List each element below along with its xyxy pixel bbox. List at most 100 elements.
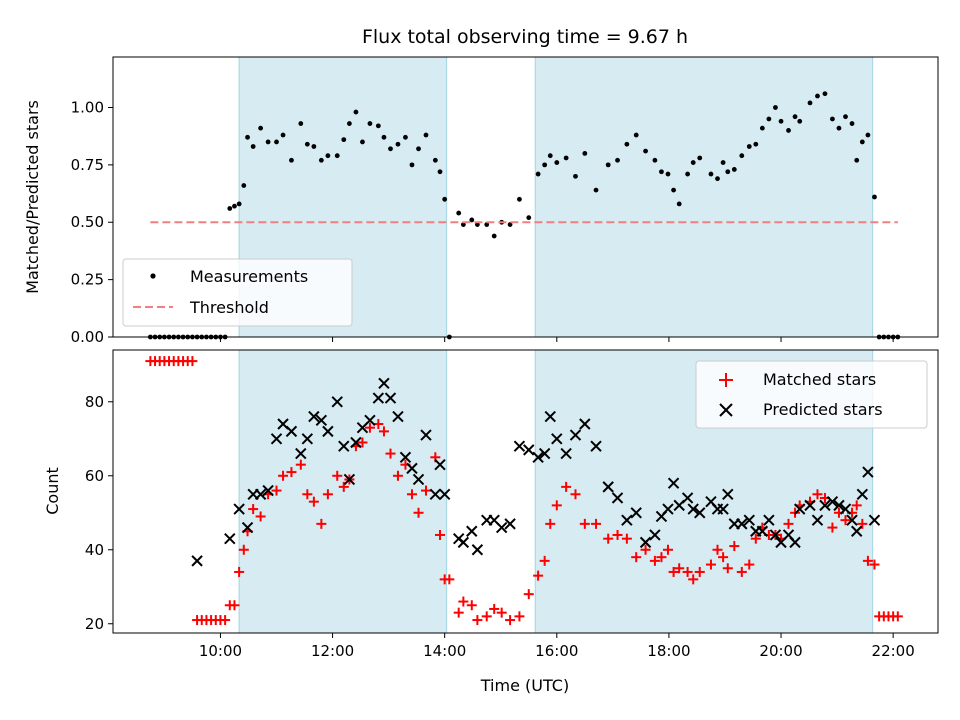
measurement-point bbox=[507, 222, 513, 227]
measurement-point bbox=[236, 201, 242, 207]
predicted-point bbox=[826, 495, 839, 508]
count-legend-box bbox=[695, 360, 928, 429]
predicted-point-b bbox=[262, 484, 274, 497]
matched-point bbox=[591, 518, 602, 529]
predicted-point-b bbox=[833, 499, 845, 512]
predicted-point-b bbox=[856, 488, 869, 500]
matched-point bbox=[278, 470, 289, 481]
predicted-point-b bbox=[384, 392, 397, 404]
measurement-point bbox=[720, 160, 726, 165]
measurement-point bbox=[403, 134, 408, 140]
x-tick-label: 12:00 bbox=[311, 642, 354, 660]
matched-point bbox=[551, 500, 562, 511]
predicted-point-b bbox=[611, 492, 624, 504]
matched-point bbox=[862, 555, 873, 566]
matched-point bbox=[220, 615, 231, 626]
y-tick-label: 0.25 bbox=[71, 271, 104, 289]
predicted-point bbox=[856, 488, 869, 500]
matched-point bbox=[736, 566, 747, 577]
predicted-point bbox=[364, 414, 376, 426]
measurement-point bbox=[395, 141, 401, 147]
measurement-point bbox=[697, 155, 703, 161]
measurement-point bbox=[815, 93, 820, 99]
measurement-point bbox=[759, 125, 765, 131]
predicted-point-b bbox=[687, 503, 699, 515]
matched-point bbox=[357, 437, 368, 448]
predicted-point-b bbox=[301, 433, 314, 445]
measurement-point bbox=[766, 116, 772, 122]
predicted-point-b bbox=[471, 544, 484, 556]
predicted-point bbox=[544, 410, 556, 423]
matched-point bbox=[539, 555, 550, 566]
measurement-point bbox=[593, 187, 599, 193]
matched-point bbox=[579, 518, 590, 529]
predicted-point-b bbox=[649, 529, 661, 541]
matched-point bbox=[229, 600, 240, 611]
predicted-point bbox=[233, 503, 245, 515]
matched-point bbox=[840, 515, 851, 526]
predicted-point-b bbox=[434, 458, 446, 471]
measurement-point bbox=[792, 114, 798, 120]
measurement-point bbox=[708, 171, 714, 177]
predicted-point-b bbox=[412, 473, 425, 486]
matched-point bbox=[255, 511, 266, 522]
matched-point bbox=[561, 481, 572, 492]
measurement-point bbox=[822, 91, 828, 97]
matched-point bbox=[420, 485, 431, 496]
predicted-point bbox=[191, 555, 203, 567]
predicted-point-b bbox=[743, 514, 755, 526]
matched-point bbox=[453, 607, 464, 618]
matched-point bbox=[851, 500, 862, 511]
predicted-point-b bbox=[846, 514, 858, 526]
measurement-point bbox=[643, 148, 648, 154]
predicted-point-b bbox=[364, 414, 376, 426]
matched-point bbox=[682, 566, 693, 577]
predicted-point-b bbox=[392, 410, 404, 423]
predicted-point bbox=[429, 488, 442, 500]
predicted-point-b bbox=[372, 392, 385, 404]
y-tick-label: 0.75 bbox=[71, 156, 104, 174]
matched-point bbox=[668, 566, 679, 577]
predicted-point-b bbox=[488, 514, 500, 526]
predicted-point bbox=[763, 514, 775, 526]
predicted-point bbox=[350, 436, 362, 449]
predicted-point bbox=[743, 514, 755, 526]
predicted-point-b bbox=[315, 414, 328, 426]
predicted-point bbox=[687, 503, 699, 515]
predicted-point-b bbox=[804, 499, 816, 512]
matched-point bbox=[248, 504, 259, 515]
measurement-point bbox=[865, 132, 871, 138]
count-series bbox=[145, 356, 903, 626]
matched-point bbox=[481, 611, 492, 622]
measurement-point bbox=[582, 150, 588, 156]
chart-title: Flux total observing time = 9.67 h bbox=[362, 26, 688, 48]
predicted-point bbox=[406, 462, 418, 475]
matched-point bbox=[286, 467, 297, 478]
predicted-point-b bbox=[717, 503, 729, 515]
measurement-point bbox=[456, 210, 462, 216]
measurement-point bbox=[849, 121, 855, 126]
predicted-point-b bbox=[736, 518, 748, 530]
predicted-point-b bbox=[523, 444, 535, 456]
measurement-point bbox=[353, 109, 359, 115]
predicted-point bbox=[315, 414, 328, 426]
predicted-point-b bbox=[504, 518, 516, 530]
predicted-point-b bbox=[233, 503, 245, 515]
measurement-point bbox=[227, 206, 233, 211]
predicted-point bbox=[295, 447, 307, 460]
matched-point bbox=[472, 615, 483, 626]
matched-point bbox=[514, 611, 525, 622]
predicted-point bbox=[602, 481, 614, 493]
predicted-point bbox=[846, 514, 858, 526]
predicted-point bbox=[504, 518, 516, 530]
measurement-point bbox=[250, 144, 256, 149]
legend-threshold-label: Threshold bbox=[189, 298, 269, 317]
matched-point bbox=[649, 555, 660, 566]
predicted-point-b bbox=[406, 462, 418, 475]
predicted-point-b bbox=[782, 529, 795, 541]
measurement-point bbox=[773, 105, 778, 110]
predicted-point bbox=[434, 458, 446, 471]
measurement-point bbox=[375, 123, 381, 129]
predicted-point-b bbox=[544, 410, 556, 423]
